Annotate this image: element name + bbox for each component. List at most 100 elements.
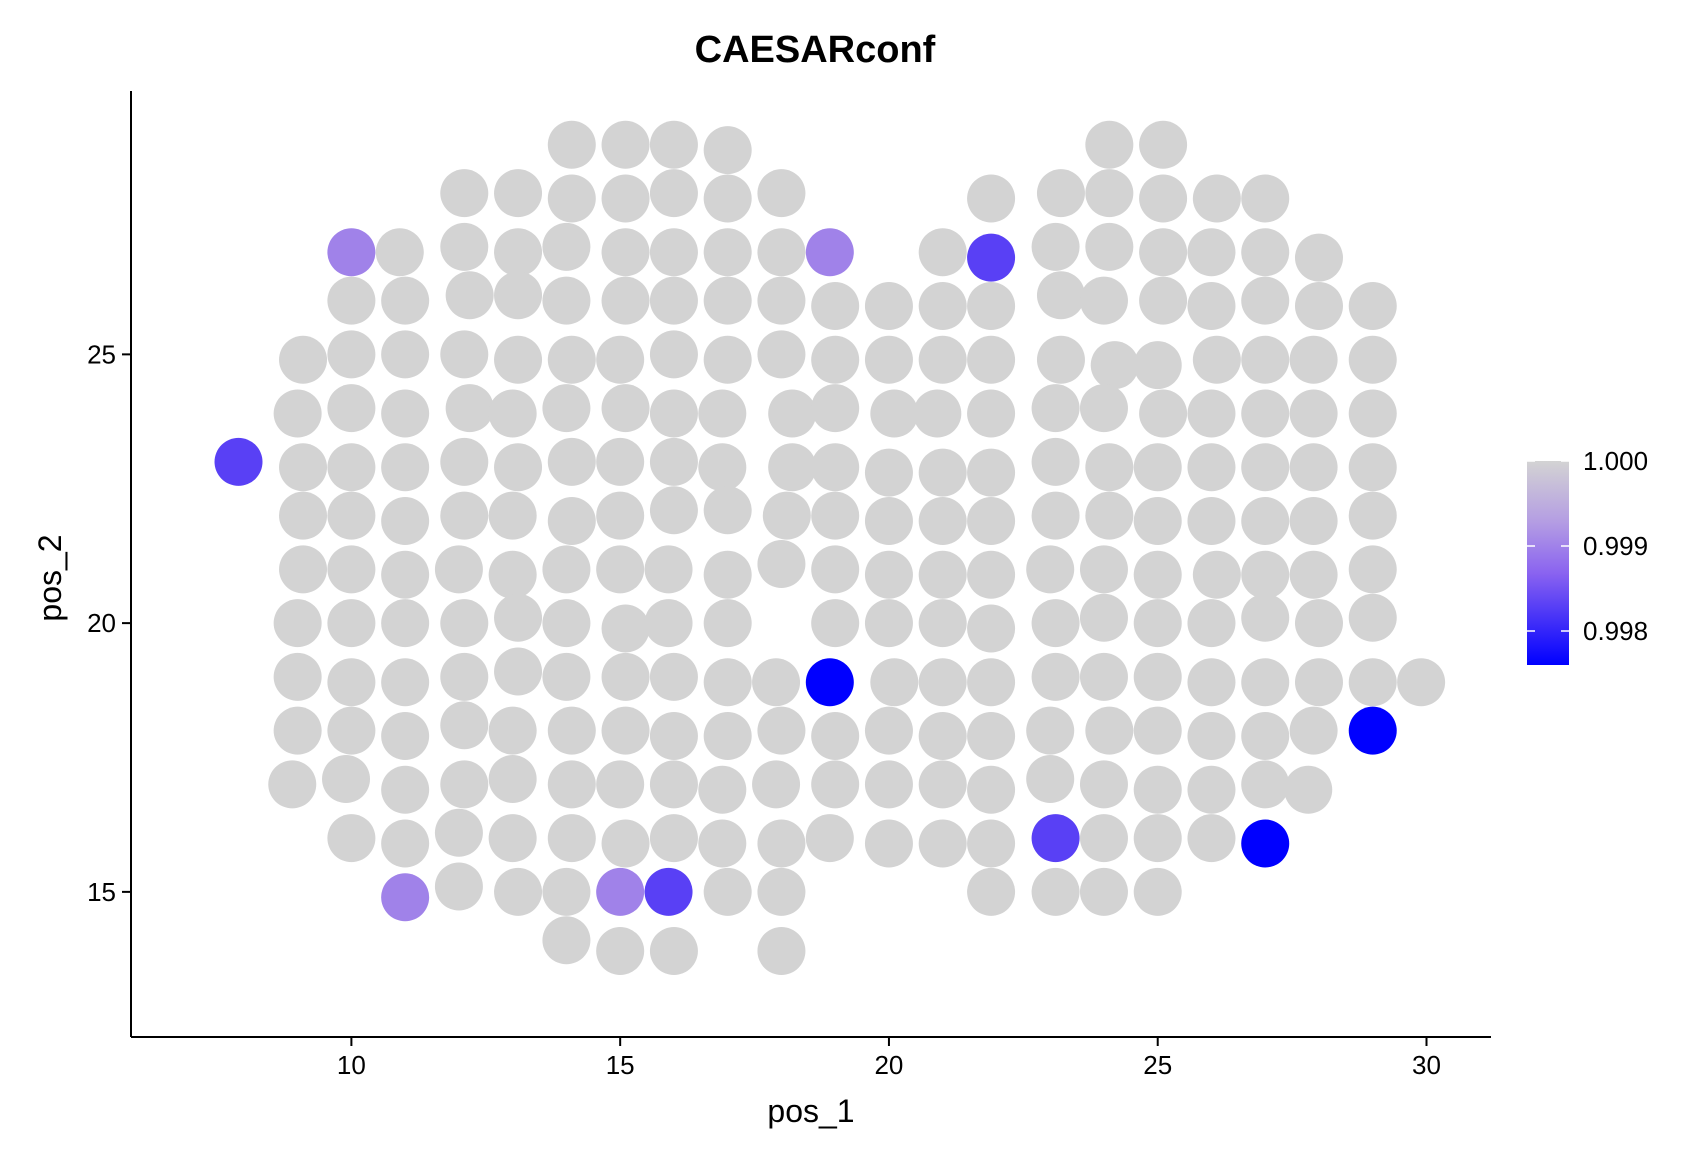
data-point <box>542 599 591 648</box>
x-tick-label: 20 <box>874 1050 903 1080</box>
data-point <box>918 819 967 868</box>
y-axis-title: pos_2 <box>32 534 68 621</box>
data-point <box>273 389 322 438</box>
data-point <box>918 282 967 330</box>
data-point <box>1133 341 1182 390</box>
data-point <box>757 927 806 975</box>
y-axis-ticks: 15 20 25 <box>87 339 131 907</box>
data-point <box>1187 765 1236 814</box>
data-point <box>596 335 645 384</box>
data-point <box>1348 443 1397 492</box>
data-point <box>1139 120 1188 169</box>
data-point <box>488 491 537 540</box>
data-point <box>440 652 489 701</box>
data-point <box>1348 389 1397 438</box>
data-point <box>279 335 328 384</box>
data-point <box>494 271 543 320</box>
data-point <box>762 491 811 540</box>
data-point <box>967 389 1016 438</box>
data-point <box>918 760 967 809</box>
data-point <box>918 228 967 277</box>
data-point <box>1133 706 1182 755</box>
data-point <box>967 765 1016 814</box>
data-point <box>1348 545 1397 594</box>
data-point <box>596 545 645 594</box>
data-point <box>1026 545 1075 594</box>
data-point <box>494 647 543 696</box>
data-point <box>757 540 806 588</box>
data-point <box>1348 282 1397 330</box>
data-point <box>644 599 693 648</box>
data-point <box>649 276 698 325</box>
data-point <box>757 228 806 277</box>
data-point <box>547 437 596 486</box>
data-point <box>596 491 645 540</box>
data-point <box>1139 228 1188 277</box>
data-point <box>273 706 322 755</box>
data-point <box>1133 550 1182 599</box>
data-point <box>1192 550 1241 599</box>
data-point <box>494 867 543 916</box>
data-point <box>649 712 698 760</box>
data-point <box>967 282 1016 330</box>
data-point <box>542 916 591 965</box>
data-point <box>1031 867 1080 916</box>
data-point <box>1139 174 1188 223</box>
data-point <box>811 545 860 594</box>
data-point <box>967 448 1016 497</box>
x-axis-title: pos_1 <box>767 1093 854 1129</box>
data-point <box>918 599 967 648</box>
data-point <box>752 760 801 809</box>
y-tick-label: 20 <box>87 608 116 638</box>
data-point <box>1031 384 1080 433</box>
data-point <box>381 599 430 648</box>
data-point <box>1026 706 1075 755</box>
data-point <box>1348 491 1397 540</box>
colorbar-label: 0.998 <box>1583 616 1648 646</box>
data-point <box>440 437 489 486</box>
data-point <box>381 497 430 545</box>
data-point <box>273 599 322 648</box>
data-point <box>1289 497 1338 545</box>
x-tick-label: 30 <box>1412 1050 1441 1080</box>
data-point <box>1348 335 1397 384</box>
data-point <box>1289 389 1338 438</box>
x-tick-label: 10 <box>337 1050 366 1080</box>
data-point <box>494 443 543 492</box>
data-point <box>649 330 698 379</box>
data-point <box>488 755 537 803</box>
data-point <box>601 276 650 325</box>
data-point <box>870 658 919 707</box>
data-point <box>381 819 430 868</box>
data-point <box>703 486 752 535</box>
data-point-highlighted <box>596 867 645 916</box>
data-point <box>601 652 650 701</box>
points-layer <box>214 120 1446 975</box>
data-point <box>488 706 537 755</box>
data-point <box>703 550 752 599</box>
data-point <box>918 497 967 545</box>
data-point <box>1031 652 1080 701</box>
data-point <box>1079 814 1128 863</box>
data-point <box>381 276 430 325</box>
data-point <box>1079 652 1128 701</box>
data-point <box>864 550 913 599</box>
data-point <box>327 814 376 863</box>
data-point-highlighted <box>214 437 263 486</box>
data-point <box>1187 814 1236 863</box>
data-point <box>703 712 752 760</box>
data-point <box>864 497 913 545</box>
data-point <box>596 437 645 486</box>
colorbar-legend: 1.000 0.999 0.998 <box>1527 446 1648 665</box>
data-point <box>1397 658 1446 707</box>
data-point <box>967 819 1016 868</box>
data-point <box>547 174 596 223</box>
data-point <box>967 867 1016 916</box>
data-point <box>967 497 1016 545</box>
data-point <box>440 491 489 540</box>
data-point <box>913 389 962 438</box>
data-point <box>918 712 967 760</box>
data-point <box>1187 389 1236 438</box>
data-point <box>1133 652 1182 701</box>
data-point <box>488 814 537 863</box>
